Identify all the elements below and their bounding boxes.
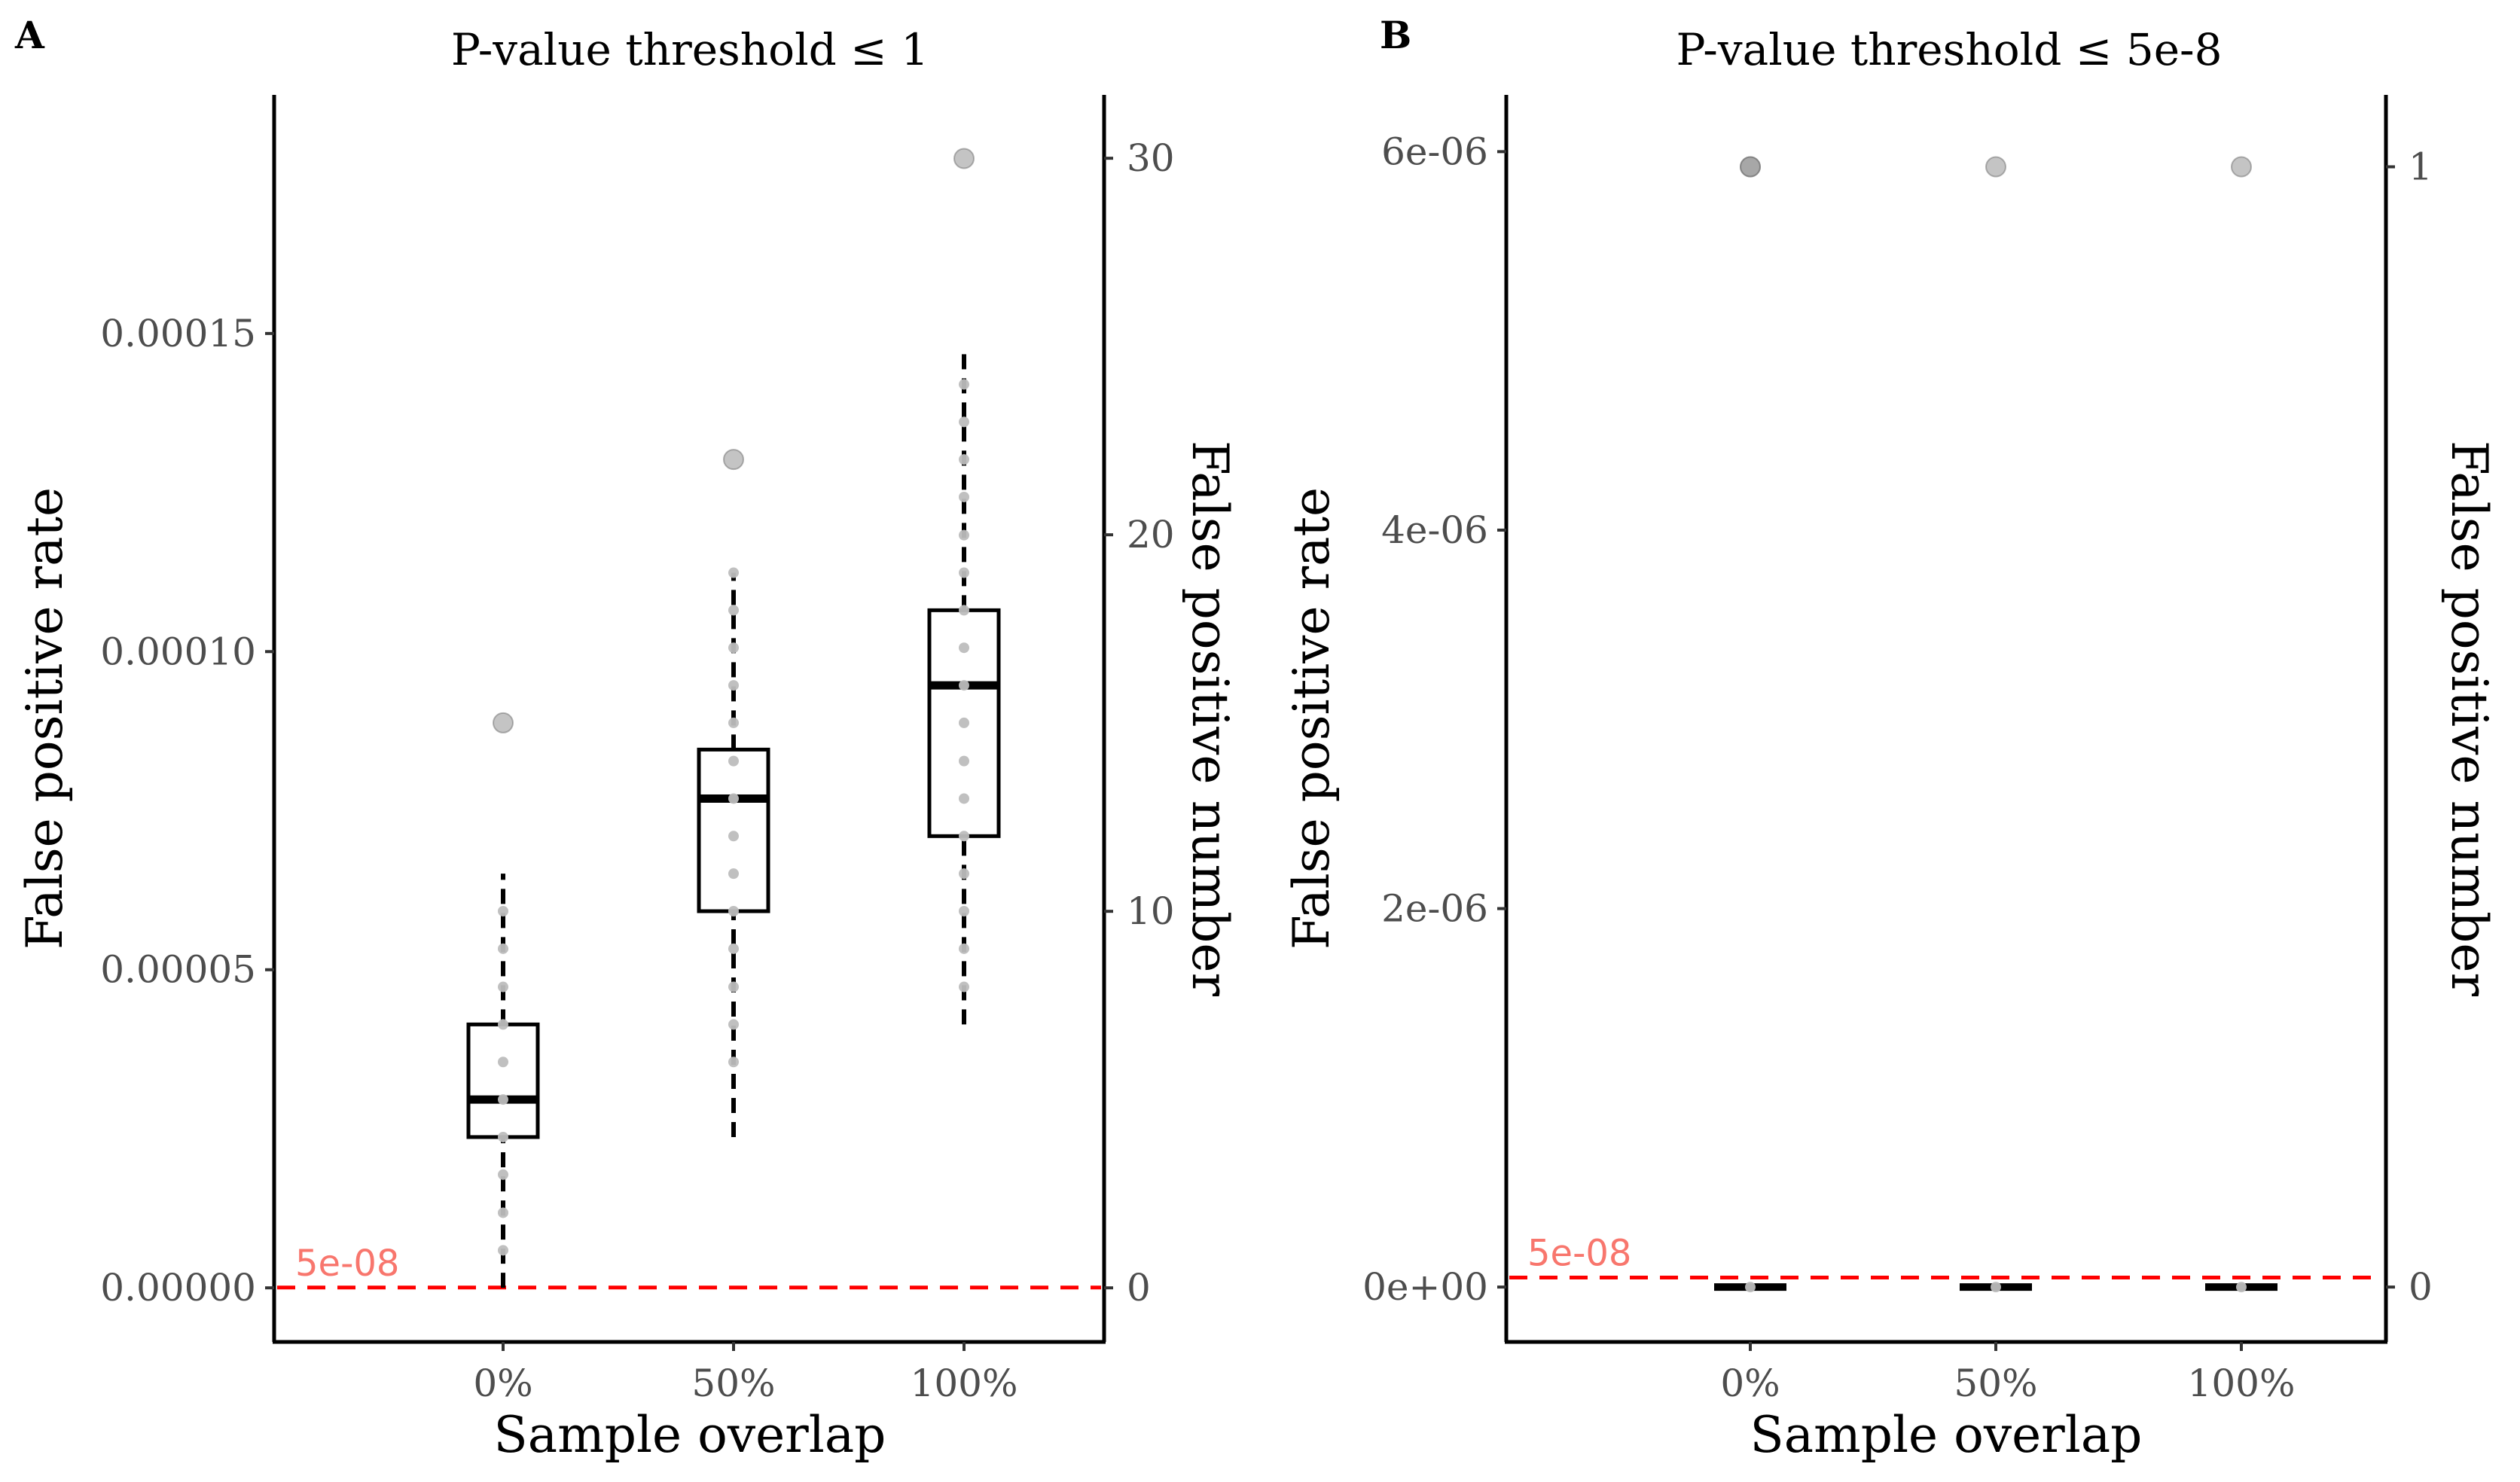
y-axis-title-a: False positive rate — [16, 487, 74, 950]
outlier-point-b — [2231, 156, 2252, 178]
outlier-point-b — [1985, 156, 2006, 178]
panel-title-b: P-value threshold ≤ 5e-8 — [1676, 24, 2222, 75]
data-point-a — [728, 755, 739, 767]
data-point-a — [498, 981, 508, 993]
data-point-a — [728, 1057, 739, 1068]
y-right-tick-label-a: 10 — [1127, 889, 1175, 933]
data-point-a — [498, 906, 508, 917]
x-axis-title-a: Sample overlap — [494, 1406, 886, 1464]
outlier-point-a — [493, 712, 514, 733]
data-point-a — [959, 793, 969, 804]
data-point-a — [959, 680, 969, 691]
data-point-a — [959, 943, 969, 954]
data-point-a — [959, 529, 969, 541]
data-point-a — [959, 491, 969, 502]
x-tick-label-b: 0% — [1720, 1362, 1780, 1405]
outlier-point-a — [723, 449, 744, 471]
y-tick-label-b: 6e-06 — [1381, 130, 1488, 173]
y-right-tick-label-b: 0 — [2409, 1265, 2433, 1309]
y-right-tick-label-a: 20 — [1127, 513, 1175, 557]
data-point-a — [498, 1169, 508, 1180]
data-point-a — [728, 906, 739, 917]
y-tick-label-a: 0.00000 — [100, 1266, 256, 1310]
panel-b: B P-value threshold ≤ 5e-8 0e+00 2e-06 4e-… — [1283, 13, 2498, 1464]
x-tick-label-b: 50% — [1954, 1362, 2037, 1405]
y-tick-label-a: 0.00015 — [100, 312, 256, 355]
data-point-a — [728, 1019, 739, 1030]
data-point-a — [959, 567, 969, 578]
y-tick-label-b: 2e-06 — [1381, 887, 1488, 931]
data-point-a — [959, 454, 969, 465]
y-right-tick-label-a: 30 — [1127, 136, 1175, 180]
data-point-a — [498, 1019, 508, 1030]
data-point-a — [498, 943, 508, 954]
data-point-a — [959, 755, 969, 767]
data-point-a — [959, 868, 969, 880]
data-point-a — [959, 642, 969, 654]
data-point-a — [728, 567, 739, 578]
x-tick-label-a: 0% — [473, 1362, 532, 1405]
y-right-tick-label-a: 0 — [1127, 1266, 1151, 1310]
panel-tag-b: B — [1380, 13, 1411, 57]
panel-a: A P-value threshold ≤ 1 0.000000.000050.… — [14, 13, 1239, 1464]
y-tick-label-a: 0.00005 — [100, 948, 256, 992]
data-point-a — [498, 1207, 508, 1218]
data-point-a — [728, 642, 739, 654]
box-iqr-a — [466, 1022, 540, 1139]
data-point-b — [1991, 1282, 2001, 1293]
data-point-a — [498, 1057, 508, 1068]
x-tick-label-a: 100% — [911, 1362, 1018, 1405]
y-axis-title-b: False positive rate — [1283, 487, 1341, 950]
plot-marks-a: 0.00000 0.00005 0.00010 0.00015 0 10 20 30 0% 50%… — [100, 136, 1174, 1405]
data-point-a — [728, 793, 739, 804]
box-iqr-a — [697, 747, 770, 913]
y-tick-label-a: 0.00010 — [100, 630, 256, 673]
data-point-a — [728, 831, 739, 842]
panel-title-a: P-value threshold ≤ 1 — [451, 24, 929, 75]
outlier-point-b — [1740, 156, 1761, 178]
data-point-a — [728, 605, 739, 616]
data-point-a — [959, 717, 969, 728]
data-point-a — [498, 1245, 508, 1256]
panel-tag-a: A — [14, 13, 45, 57]
data-point-a — [959, 416, 969, 428]
x-axis-title-b: Sample overlap — [1750, 1406, 2143, 1464]
data-point-a — [959, 379, 969, 390]
data-point-a — [959, 605, 969, 616]
data-point-b — [2236, 1282, 2247, 1293]
data-point-a — [498, 1094, 508, 1105]
y-tick-label-b: 0e+00 — [1362, 1265, 1488, 1309]
plot-marks-b: 0e+00 2e-06 4e-06 6e-06 0 1 0% 50% 100% 5e-08 — [1362, 130, 2433, 1405]
data-point-a — [728, 943, 739, 954]
data-point-a — [959, 831, 969, 842]
y-right-tick-label-b: 1 — [2409, 145, 2433, 188]
y-axis-right-title-a: False positive number — [1181, 441, 1239, 997]
outlier-point-a — [953, 148, 975, 169]
y-tick-label-b: 4e-06 — [1381, 508, 1488, 552]
data-point-a — [728, 981, 739, 993]
x-tick-label-a: 50% — [691, 1362, 775, 1405]
data-point-a — [498, 1131, 508, 1142]
data-point-a — [959, 981, 969, 993]
data-point-a — [728, 717, 739, 728]
data-point-a — [728, 868, 739, 880]
x-tick-label-b: 100% — [2188, 1362, 2296, 1405]
data-point-a — [728, 680, 739, 691]
data-point-a — [959, 906, 969, 917]
reference-line-label-b: 5e-08 — [1527, 1233, 1631, 1275]
data-point-b — [1745, 1282, 1756, 1293]
reference-line-label-a: 5e-08 — [295, 1243, 399, 1285]
y-axis-right-title-b: False positive number — [2440, 441, 2498, 997]
